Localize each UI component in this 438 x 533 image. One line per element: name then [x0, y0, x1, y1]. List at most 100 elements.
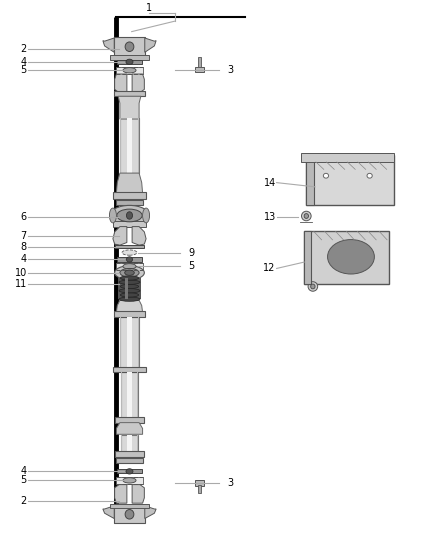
Bar [120, 118, 139, 173]
Bar [195, 480, 204, 486]
Ellipse shape [367, 173, 372, 178]
Text: 7: 7 [21, 231, 27, 240]
Text: 4: 4 [21, 57, 27, 67]
Ellipse shape [110, 208, 117, 223]
Bar [137, 435, 138, 453]
Ellipse shape [311, 284, 315, 289]
Ellipse shape [123, 264, 136, 269]
Bar [306, 155, 394, 205]
Polygon shape [103, 38, 114, 52]
Ellipse shape [308, 282, 318, 291]
Text: 2: 2 [21, 44, 27, 54]
Text: 14: 14 [264, 177, 276, 188]
Text: 11: 11 [14, 279, 27, 289]
Ellipse shape [115, 266, 145, 280]
Ellipse shape [125, 42, 134, 52]
Ellipse shape [323, 173, 328, 178]
Text: 12: 12 [263, 263, 276, 273]
Bar [137, 372, 138, 418]
Bar [113, 367, 146, 372]
Polygon shape [132, 74, 145, 93]
Ellipse shape [119, 288, 140, 293]
Text: 4: 4 [21, 254, 27, 264]
Bar [114, 311, 145, 317]
Bar [117, 60, 142, 64]
Ellipse shape [120, 276, 139, 280]
Bar [121, 372, 122, 418]
Bar [304, 231, 389, 284]
Ellipse shape [123, 478, 136, 483]
Polygon shape [132, 227, 146, 245]
Ellipse shape [127, 257, 133, 262]
Text: 4: 4 [21, 466, 27, 477]
Bar [117, 257, 142, 262]
Bar [116, 67, 144, 74]
Text: 2: 2 [21, 496, 27, 505]
Bar [306, 155, 314, 205]
Ellipse shape [125, 270, 134, 276]
Polygon shape [113, 227, 127, 245]
Bar [301, 154, 394, 162]
Bar [114, 506, 145, 523]
Polygon shape [145, 38, 156, 52]
Bar [113, 192, 146, 198]
Text: 5: 5 [21, 475, 27, 486]
Ellipse shape [143, 208, 150, 223]
Ellipse shape [117, 209, 142, 222]
Polygon shape [103, 506, 114, 519]
Ellipse shape [120, 293, 139, 297]
Polygon shape [117, 300, 143, 312]
Ellipse shape [120, 269, 139, 277]
Bar [115, 245, 145, 248]
Ellipse shape [122, 250, 137, 255]
Polygon shape [118, 96, 141, 119]
Ellipse shape [328, 239, 374, 274]
Bar [198, 484, 201, 492]
Bar [127, 372, 131, 418]
Bar [195, 67, 204, 72]
Bar [127, 118, 132, 173]
Polygon shape [115, 74, 127, 93]
Polygon shape [115, 484, 127, 503]
Bar [121, 435, 138, 453]
Bar [110, 55, 149, 60]
Bar [110, 504, 149, 508]
Text: 8: 8 [21, 243, 27, 252]
Bar [304, 231, 311, 284]
Bar [116, 263, 144, 270]
Ellipse shape [127, 212, 133, 219]
Text: 13: 13 [264, 212, 276, 222]
Bar [127, 435, 131, 453]
Ellipse shape [126, 59, 133, 64]
Bar [115, 451, 145, 457]
Ellipse shape [126, 469, 133, 474]
Bar [114, 91, 145, 96]
Polygon shape [132, 484, 145, 503]
Polygon shape [117, 423, 143, 434]
Ellipse shape [119, 297, 140, 301]
Bar [116, 477, 144, 484]
Text: 3: 3 [228, 65, 234, 75]
Polygon shape [145, 506, 156, 519]
Bar [138, 317, 139, 368]
Text: 10: 10 [14, 268, 27, 278]
Bar [117, 458, 143, 463]
Ellipse shape [301, 211, 311, 221]
Bar [127, 317, 132, 368]
Bar [117, 200, 143, 205]
Bar [198, 56, 201, 67]
Bar [120, 118, 121, 173]
Bar [118, 278, 141, 299]
Text: 6: 6 [21, 212, 27, 222]
Bar [125, 278, 128, 299]
Bar [115, 417, 145, 423]
Text: 5: 5 [21, 66, 27, 75]
Bar [120, 317, 121, 368]
Text: 3: 3 [228, 478, 234, 488]
Polygon shape [117, 173, 143, 193]
Ellipse shape [110, 205, 149, 225]
Bar [114, 37, 145, 56]
Bar [117, 469, 142, 473]
Ellipse shape [304, 214, 308, 219]
Text: 1: 1 [146, 3, 152, 13]
